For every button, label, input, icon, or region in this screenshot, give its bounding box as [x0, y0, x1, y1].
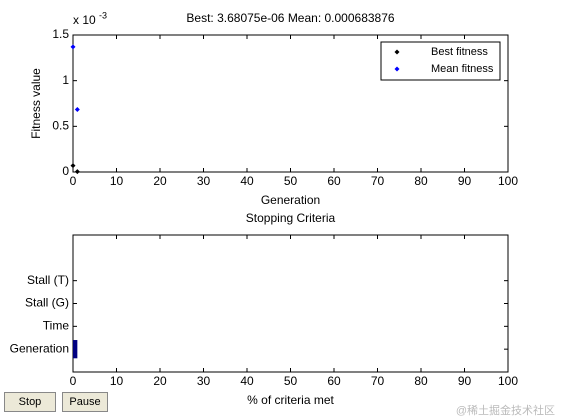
legend-marker — [394, 66, 400, 72]
y-scale-exponent: -3 — [99, 10, 107, 20]
x-tick-label: 10 — [110, 374, 124, 388]
x-tick-label: 40 — [240, 174, 254, 188]
pause-button[interactable]: Pause — [62, 392, 108, 412]
chart-title: Best: 3.68075e-06 Mean: 0.000683876 — [186, 11, 394, 25]
legend-label: Best fitness — [431, 46, 488, 58]
x-tick-label: 0 — [70, 374, 77, 388]
watermark: @稀土掘金技术社区 — [455, 405, 555, 417]
legend-box — [380, 41, 501, 81]
y-tick-label: Time — [43, 319, 70, 333]
x-tick-label: 60 — [327, 174, 341, 188]
x-tick-label: 70 — [371, 374, 385, 388]
y-tick-label: 1 — [62, 73, 69, 87]
x-tick-label: 90 — [458, 174, 472, 188]
x-axis-label: % of criteria met — [247, 393, 334, 407]
y-tick-label: Stall (G) — [25, 296, 69, 310]
chart-title: Stopping Criteria — [246, 211, 336, 225]
x-tick-label: 100 — [498, 374, 518, 388]
x-tick-label: 100 — [498, 174, 518, 188]
y-scale-label: x 10 — [73, 13, 96, 27]
y-tick-label: 0.5 — [52, 119, 69, 133]
x-tick-label: 10 — [110, 174, 124, 188]
bar — [73, 340, 78, 359]
x-tick-label: 80 — [414, 374, 428, 388]
y-axis-label: Fitness value — [29, 68, 43, 139]
x-tick-label: 20 — [153, 374, 167, 388]
x-tick-label: 50 — [284, 174, 298, 188]
stop-button[interactable]: Stop — [4, 392, 56, 412]
x-tick-label: 0 — [70, 174, 77, 188]
x-tick-label: 80 — [414, 174, 428, 188]
x-axis-label: Generation — [261, 193, 320, 207]
point — [70, 44, 76, 50]
legend-label: Mean fitness — [431, 63, 494, 75]
y-tick-label: Generation — [10, 341, 69, 355]
x-tick-label: 70 — [371, 174, 385, 188]
axes-box — [72, 234, 509, 373]
y-tick-label: 0 — [62, 164, 69, 178]
x-tick-label: 30 — [197, 174, 211, 188]
point — [70, 163, 76, 169]
y-tick-label: Stall (T) — [27, 273, 69, 287]
x-tick-label: 60 — [327, 374, 341, 388]
x-tick-label: 90 — [458, 374, 472, 388]
x-tick-label: 50 — [284, 374, 298, 388]
point — [74, 107, 80, 113]
point — [74, 169, 80, 175]
y-tick-label: 1.5 — [52, 27, 69, 41]
x-tick-label: 40 — [240, 374, 254, 388]
x-tick-label: 30 — [197, 374, 211, 388]
legend-marker — [394, 49, 400, 55]
x-tick-label: 20 — [153, 174, 167, 188]
